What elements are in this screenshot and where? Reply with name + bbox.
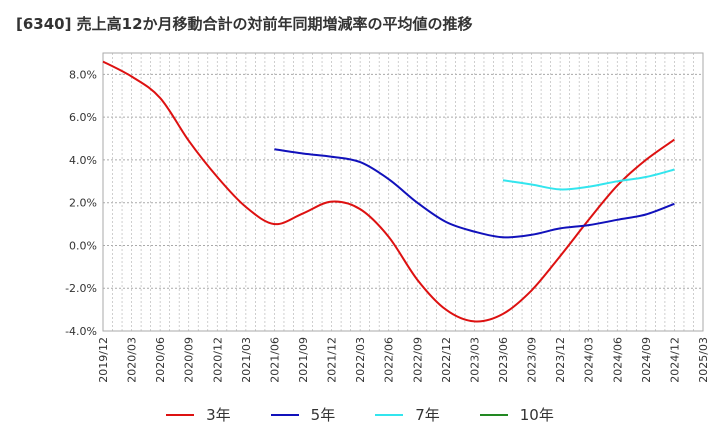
x-tick-label: 2025/03 <box>697 337 710 383</box>
x-tick-label: 2023/12 <box>554 337 567 383</box>
x-axis-ticks: 2019/12 2020/03 2020/06 2020/09 2020/12 2021/… <box>97 337 710 383</box>
x-tick-label: 2021/06 <box>268 337 281 383</box>
x-tick-label: 2022/03 <box>354 337 367 383</box>
chart-title: [6340] 売上高12か月移動合計の対前年同期増減率の平均値の推移 <box>16 15 473 33</box>
legend-swatch <box>375 413 404 416</box>
legend-label: 10年 <box>519 406 554 424</box>
series-3-line <box>502 168 675 191</box>
x-tick-label: 2022/06 <box>383 337 396 383</box>
x-tick-label: 2020/03 <box>126 337 139 383</box>
y-axis-ticks: -4.0% -2.0% 0.0% 2.0% 4.0% 6.0% 8.0% <box>65 68 97 338</box>
y-tick-label: -4.0% <box>65 325 97 338</box>
x-tick-label: 2024/09 <box>640 337 653 383</box>
series-lines <box>102 60 675 323</box>
legend-label: 3年 <box>206 406 231 424</box>
x-tick-label: 2019/12 <box>97 337 110 383</box>
x-tick-label: 2021/03 <box>240 337 253 383</box>
x-tick-label: 2021/09 <box>297 337 310 383</box>
x-tick-label: 2020/09 <box>183 337 196 383</box>
legend-item-1[interactable]: 3年 <box>166 404 231 425</box>
legend-swatch <box>270 413 299 416</box>
legend-swatch <box>479 413 508 416</box>
y-tick-label: -2.0% <box>65 282 97 295</box>
y-tick-label: 2.0% <box>69 197 97 210</box>
x-tick-label: 2020/12 <box>211 337 224 383</box>
plot-frame <box>102 52 704 332</box>
x-tick-label: 2023/03 <box>468 337 481 383</box>
x-tick-label: 2024/12 <box>668 337 681 383</box>
legend-item-4[interactable]: 10年 <box>479 404 554 425</box>
x-tick-label: 2023/09 <box>526 337 539 383</box>
legend-swatch <box>166 413 195 416</box>
legend-label: 5年 <box>310 406 336 424</box>
y-tick-label: 4.0% <box>69 154 97 167</box>
y-tick-label: 6.0% <box>69 111 97 124</box>
legend-item-3[interactable]: 7年 <box>375 404 440 425</box>
legend: 3年 5年 7年 10年 <box>0 404 720 425</box>
x-tick-label: 2022/12 <box>440 337 453 383</box>
series-2-line <box>274 148 675 239</box>
x-tick-label: 2023/06 <box>497 337 510 383</box>
y-tick-label: 0.0% <box>69 239 97 252</box>
legend-label: 7年 <box>415 406 440 424</box>
x-tick-label: 2024/06 <box>611 337 624 383</box>
x-tick-label: 2022/09 <box>411 337 424 383</box>
legend-item-2[interactable]: 5年 <box>270 404 336 425</box>
x-tick-label: 2021/12 <box>326 337 339 383</box>
y-tick-label: 8.0% <box>69 68 97 81</box>
x-tick-label: 2024/03 <box>583 337 596 383</box>
series-1-line <box>102 60 675 323</box>
x-tick-label: 2020/06 <box>154 337 167 383</box>
